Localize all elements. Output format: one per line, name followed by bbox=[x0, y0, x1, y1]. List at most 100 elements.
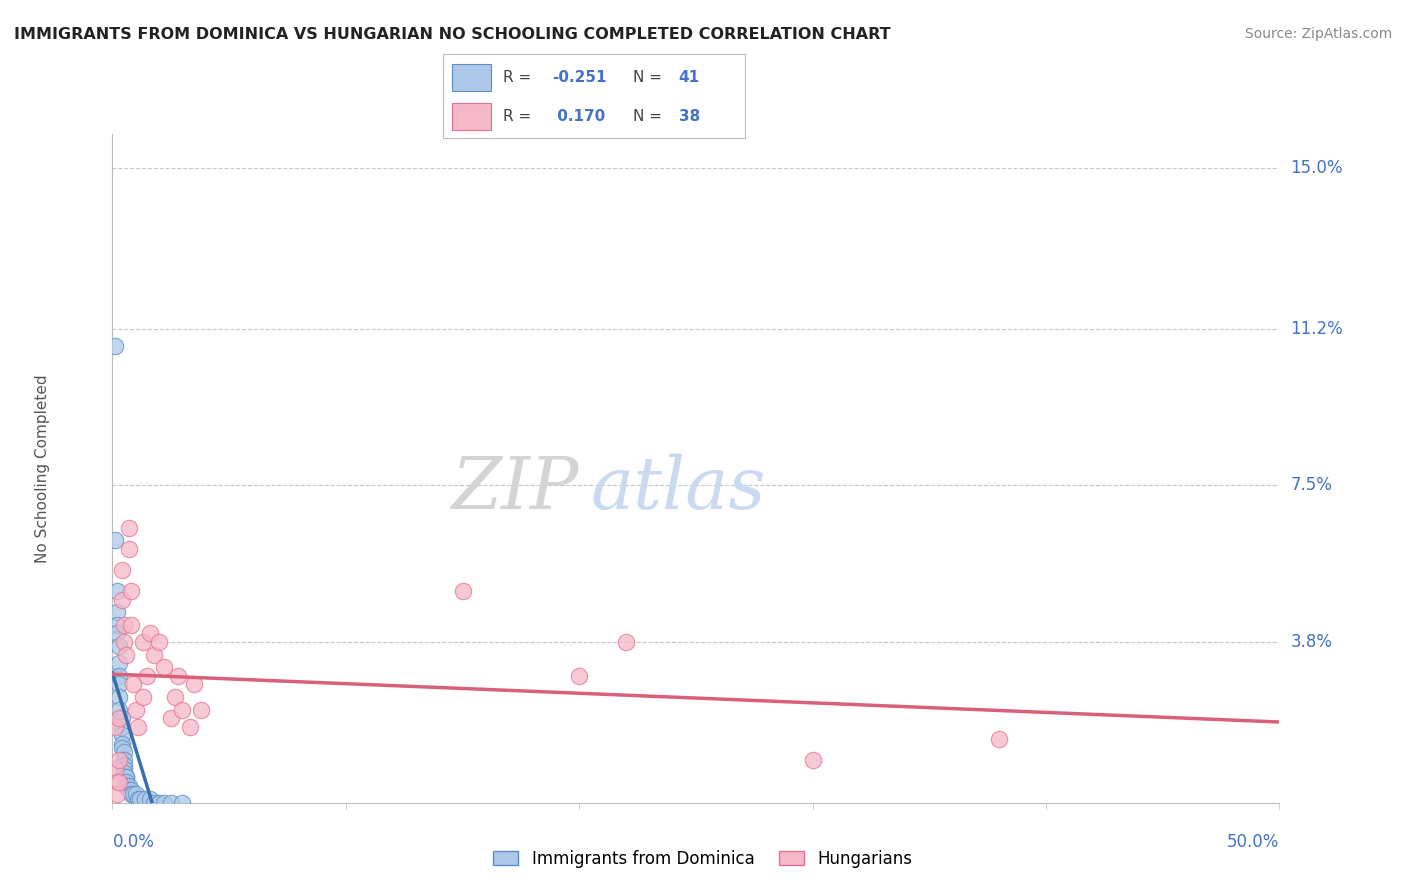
Point bbox=[120, 783, 142, 797]
Point bbox=[134, 791, 156, 805]
Point bbox=[112, 745, 135, 759]
Point bbox=[118, 783, 141, 797]
Point bbox=[111, 737, 134, 751]
Point bbox=[172, 796, 194, 810]
Point bbox=[451, 584, 474, 599]
Point bbox=[139, 626, 162, 640]
Point bbox=[148, 796, 170, 810]
Text: N =: N = bbox=[633, 70, 668, 85]
Text: R =: R = bbox=[503, 70, 537, 85]
Text: 7.5%: 7.5% bbox=[1291, 476, 1333, 494]
Point bbox=[108, 656, 131, 670]
FancyBboxPatch shape bbox=[451, 63, 491, 91]
Point bbox=[104, 720, 127, 734]
Text: N =: N = bbox=[633, 109, 668, 124]
Point bbox=[172, 703, 194, 717]
Point bbox=[132, 635, 155, 649]
Point bbox=[112, 762, 135, 776]
Point bbox=[153, 660, 176, 674]
Text: atlas: atlas bbox=[591, 453, 766, 524]
Point bbox=[104, 338, 127, 352]
Point bbox=[165, 690, 187, 704]
Point bbox=[104, 533, 127, 548]
Text: R =: R = bbox=[503, 109, 537, 124]
Point bbox=[115, 774, 138, 789]
Point bbox=[108, 639, 131, 653]
Point bbox=[120, 584, 142, 599]
Text: 11.2%: 11.2% bbox=[1291, 319, 1343, 337]
Point bbox=[115, 648, 138, 662]
Point bbox=[111, 728, 134, 742]
Point bbox=[129, 791, 152, 805]
Text: 0.170: 0.170 bbox=[551, 109, 605, 124]
Point bbox=[118, 520, 141, 534]
Point bbox=[190, 703, 212, 717]
Point bbox=[127, 720, 149, 734]
Point bbox=[568, 669, 591, 683]
Point bbox=[111, 740, 134, 755]
Point bbox=[112, 635, 135, 649]
Point bbox=[112, 766, 135, 780]
Text: No Schooling Completed: No Schooling Completed bbox=[35, 374, 51, 563]
Point bbox=[112, 754, 135, 768]
Point bbox=[105, 626, 128, 640]
Point bbox=[108, 703, 131, 717]
Point bbox=[166, 669, 188, 683]
Point bbox=[115, 771, 138, 785]
Point bbox=[139, 791, 162, 805]
Point bbox=[111, 592, 134, 607]
Point bbox=[105, 605, 128, 619]
Point bbox=[614, 635, 637, 649]
Point bbox=[111, 563, 134, 577]
Point bbox=[115, 779, 138, 793]
Text: 15.0%: 15.0% bbox=[1291, 159, 1343, 177]
Point bbox=[120, 618, 142, 632]
Point bbox=[118, 541, 141, 556]
FancyBboxPatch shape bbox=[451, 103, 491, 130]
Text: Source: ZipAtlas.com: Source: ZipAtlas.com bbox=[1244, 27, 1392, 41]
Text: 41: 41 bbox=[679, 70, 700, 85]
Text: ZIP: ZIP bbox=[451, 453, 579, 524]
Point bbox=[122, 677, 145, 691]
Point bbox=[120, 788, 142, 802]
Point bbox=[801, 754, 824, 768]
Point bbox=[160, 796, 183, 810]
Text: 38: 38 bbox=[679, 109, 700, 124]
Point bbox=[125, 703, 148, 717]
Point bbox=[108, 677, 131, 691]
Text: IMMIGRANTS FROM DOMINICA VS HUNGARIAN NO SCHOOLING COMPLETED CORRELATION CHART: IMMIGRANTS FROM DOMINICA VS HUNGARIAN NO… bbox=[14, 27, 890, 42]
Point bbox=[136, 669, 159, 683]
Point bbox=[125, 788, 148, 802]
Legend: Immigrants from Dominica, Hungarians: Immigrants from Dominica, Hungarians bbox=[486, 844, 920, 875]
Point bbox=[105, 584, 128, 599]
Point bbox=[108, 774, 131, 789]
Point bbox=[111, 720, 134, 734]
Point bbox=[111, 711, 134, 725]
Point bbox=[108, 669, 131, 683]
Point bbox=[115, 771, 138, 785]
Point bbox=[179, 720, 201, 734]
Point bbox=[105, 774, 128, 789]
Point bbox=[108, 711, 131, 725]
Point bbox=[132, 690, 155, 704]
Point bbox=[148, 635, 170, 649]
Point bbox=[183, 677, 205, 691]
Point bbox=[143, 796, 166, 810]
Point bbox=[143, 648, 166, 662]
Point bbox=[153, 796, 176, 810]
Text: 3.8%: 3.8% bbox=[1291, 633, 1333, 651]
Text: 0.0%: 0.0% bbox=[112, 833, 155, 851]
Text: 50.0%: 50.0% bbox=[1227, 833, 1279, 851]
Point bbox=[118, 779, 141, 793]
Point bbox=[988, 732, 1011, 747]
Point bbox=[105, 788, 128, 802]
Point bbox=[112, 618, 135, 632]
Point bbox=[105, 618, 128, 632]
Point bbox=[108, 754, 131, 768]
Point bbox=[122, 788, 145, 802]
Point bbox=[127, 791, 149, 805]
Point bbox=[160, 711, 183, 725]
Point bbox=[104, 762, 127, 776]
Point bbox=[112, 757, 135, 772]
Point bbox=[108, 690, 131, 704]
